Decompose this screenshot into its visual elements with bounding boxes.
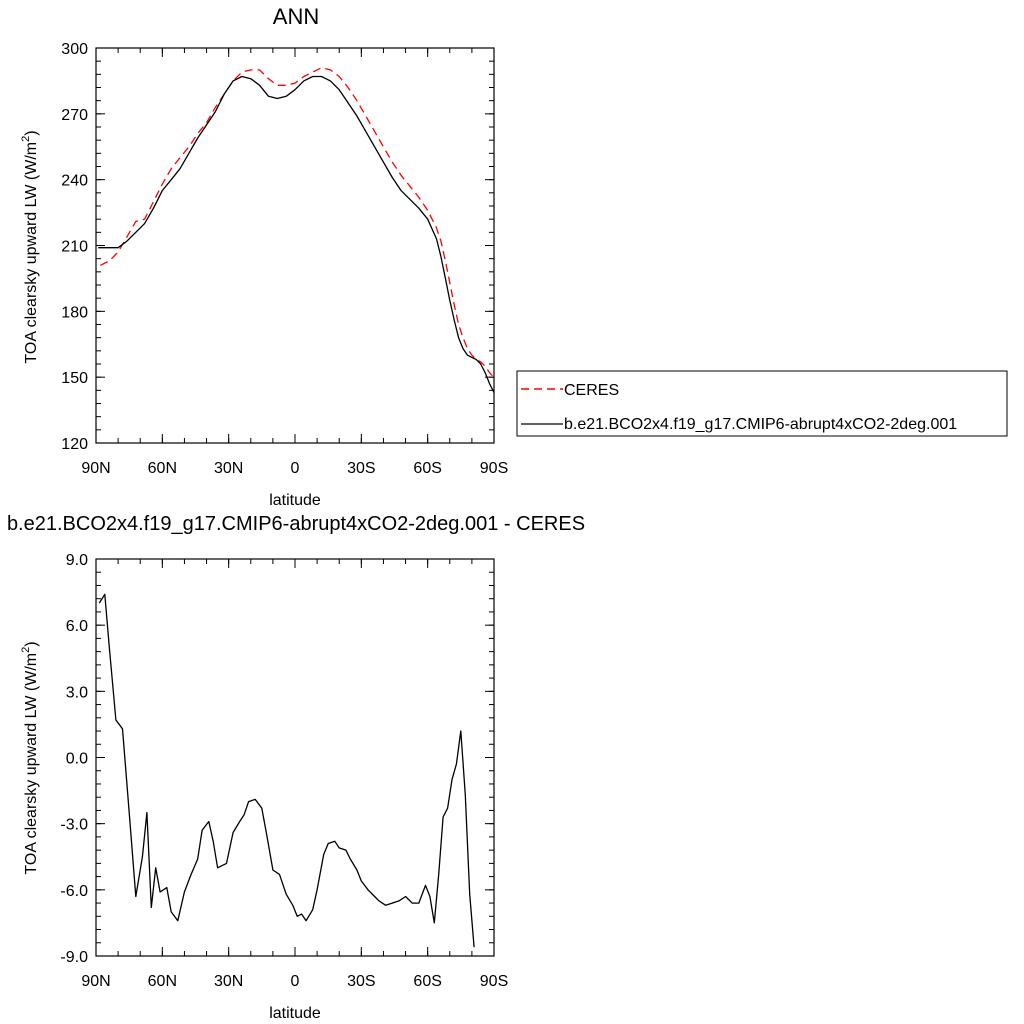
bottom-x-tick-label: 0 [291, 973, 300, 990]
legend-box [516, 370, 1008, 437]
legend-label-model: b.e21.BCO2x4.f19_g17.CMIP6-abrupt4xCO2-2… [564, 416, 957, 433]
bottom-axis-ticks: 90N 60N 30N 0 30S 60S 90S 9.0 6.0 3.0 0.0 -3.0 -6.0 -… [60, 552, 508, 990]
bottom-y-tick-label: -9.0 [60, 949, 88, 966]
top-y-tick-label: 240 [61, 173, 88, 190]
top-y-axis-label: TOA clearsky upward LW (W/m2) [20, 130, 40, 363]
top-series-line-1 [98, 75, 495, 393]
top-chart-title: ANN [273, 4, 319, 29]
top-x-tick-label: 60S [413, 460, 441, 477]
top-y-tick-label: 150 [61, 370, 88, 387]
bottom-x-tick-label: 30N [214, 973, 243, 990]
top-x-tick-label: 90N [81, 460, 110, 477]
top-y-tick-label: 300 [61, 41, 88, 58]
bottom-y-tick-label: 6.0 [66, 618, 88, 635]
bottom-y-tick-label: -6.0 [60, 883, 88, 900]
bottom-chart: b.e21.BCO2x4.f19_g17.CMIP6-abrupt4xCO2-2… [7, 513, 585, 1022]
top-x-tick-label: 0 [291, 460, 300, 477]
bottom-x-tick-label: 90S [480, 973, 508, 990]
top-y-tick-label: 270 [61, 107, 88, 124]
legend-label-ceres: CERES [564, 382, 619, 399]
bottom-x-tick-label: 90N [81, 973, 110, 990]
top-x-tick-label: 30N [214, 460, 243, 477]
top-y-tick-label: 210 [61, 239, 88, 256]
top-x-axis-label: latitude [269, 492, 321, 509]
bottom-y-axis-label: TOA clearsky upward LW (W/m2) [20, 641, 40, 874]
bottom-x-tick-label: 60N [148, 973, 177, 990]
bottom-chart-title: b.e21.BCO2x4.f19_g17.CMIP6-abrupt4xCO2-2… [7, 513, 585, 535]
bottom-x-tick-label: 30S [347, 973, 375, 990]
bottom-y-tick-label: 0.0 [66, 751, 88, 768]
top-x-tick-label: 90S [480, 460, 508, 477]
top-x-tick-label: 60N [148, 460, 177, 477]
top-plot-frame [95, 47, 495, 444]
bottom-x-axis-label: latitude [269, 1005, 321, 1022]
top-series-group [98, 67, 495, 393]
bottom-series-line-0 [98, 593, 475, 948]
top-axis-ticks: 90N 60N 30N 0 30S 60S 90S 300 270 240 210 180 150 120 [61, 41, 508, 477]
top-y-tick-label: 120 [61, 436, 88, 453]
bottom-y-tick-label: -3.0 [60, 817, 88, 834]
top-chart: ANN 90N 60N 30N 0 30S 60S 90S 300 270 240 210 180 15… [20, 4, 508, 509]
bottom-x-tick-label: 60S [413, 973, 441, 990]
bottom-y-tick-label: 9.0 [66, 552, 88, 569]
bottom-y-tick-label: 3.0 [66, 684, 88, 701]
legend: CERES b.e21.BCO2x4.f19_g17.CMIP6-abrupt4… [516, 370, 1008, 437]
bottom-series-group [98, 593, 475, 948]
top-y-tick-label: 180 [61, 304, 88, 321]
bottom-plot-frame [95, 558, 495, 957]
top-x-tick-label: 30S [347, 460, 375, 477]
top-series-line-0 [100, 67, 495, 378]
